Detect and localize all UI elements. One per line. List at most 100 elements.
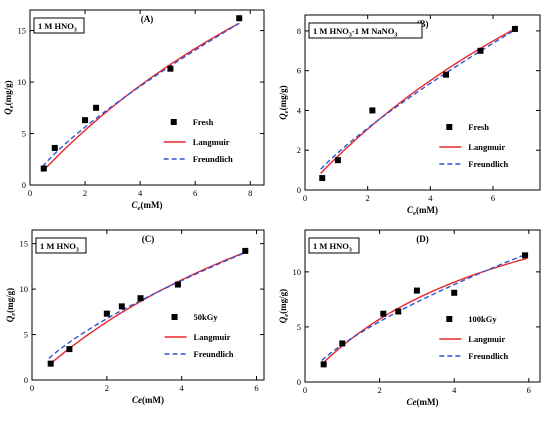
legend-label-points: 100kGy	[468, 314, 497, 324]
legend-label-points: 50kGy	[194, 312, 219, 322]
legend-d: 100kGy Langmuir Freundlich	[439, 314, 509, 361]
legend-label-langmuir: Langmuir	[193, 137, 230, 147]
x-tick-label: 2	[366, 193, 370, 203]
condition-box	[308, 22, 423, 39]
x-tick-label: 4	[180, 383, 185, 393]
legend-label-langmuir: Langmuir	[468, 142, 505, 152]
condition-text: 1 M HNO3	[40, 241, 79, 254]
x-tick-label: 0	[28, 188, 32, 198]
y-axis-label-d: Qe(mg/g)	[278, 289, 290, 323]
langmuir-curve-b	[320, 28, 516, 174]
x-axis-label-b: Ce(mM)	[407, 205, 438, 217]
y-tick-label: 10	[293, 267, 302, 277]
data-point	[103, 310, 110, 317]
data-point	[66, 346, 73, 353]
y-tick-label: 0	[297, 185, 301, 195]
legend-label-langmuir: Langmuir	[468, 334, 505, 344]
legend-marker-points	[171, 314, 178, 320]
plot-frame-d	[304, 229, 541, 383]
condition-label-a: 1 M HNO3	[33, 17, 85, 34]
legend-label-langmuir: Langmuir	[194, 332, 231, 342]
condition-text: 1 M HNO3	[38, 21, 77, 34]
legend-marker-points	[446, 316, 453, 322]
y-tick-label: 10	[20, 284, 29, 294]
data-point	[477, 47, 484, 54]
y-tick-label: 15	[20, 239, 29, 249]
legend-a: Fresh Langmuir Freundlich	[163, 117, 233, 164]
data-point	[40, 165, 47, 172]
data-point	[511, 25, 518, 32]
condition-label-b: 1 M HNO3-1 M NaNO3	[308, 22, 423, 39]
data-point	[522, 252, 529, 259]
x-tick-label: 0	[303, 193, 307, 203]
data-point	[380, 310, 387, 317]
freundlich-curve-d	[321, 253, 528, 361]
y-tick-label: 5	[24, 330, 28, 340]
legend-label-points: Fresh	[193, 117, 214, 127]
x-tick-label: 2	[83, 188, 87, 198]
data-point	[242, 247, 249, 254]
panel-letter-a: (A)	[141, 14, 154, 24]
data-point	[395, 308, 402, 315]
y-tick-label: 8	[297, 26, 301, 36]
legend-marker-points	[170, 119, 177, 125]
condition-text: 1 M HNO3-1 M NaNO3	[313, 26, 397, 39]
y-axis-label-b: Qe(mg/g)	[278, 85, 290, 119]
y-axis-label-c: Qe(mg/g)	[5, 288, 17, 322]
data-point	[320, 361, 327, 368]
panel-d: 0 2 4 6 0 5 10 (D) 1 M HNO3 Ce(mM) Qe(mg/g) 100kGy L…	[278, 229, 541, 407]
y-tick-label: 15	[18, 26, 27, 36]
langmuir-curve-d	[321, 257, 528, 365]
x-tick-label: 6	[193, 188, 197, 198]
data-point	[137, 295, 144, 302]
x-tick-label: 4	[428, 193, 433, 203]
panel-letter-c: (C)	[142, 234, 155, 244]
data-point	[319, 175, 326, 182]
x-tick-label: 4	[452, 385, 457, 395]
data-point	[334, 157, 341, 164]
condition-box	[35, 237, 87, 254]
y-tick-label: 2	[297, 145, 301, 155]
y-tick-label: 0	[297, 377, 301, 387]
y-tick-label: 5	[22, 129, 26, 139]
data-point	[369, 107, 376, 114]
data-point	[443, 71, 449, 78]
data-point	[82, 117, 89, 124]
x-axis-label-c: Ce(mM)	[132, 395, 164, 405]
legend-c: 50kGy Langmuir Freundlich	[164, 312, 234, 359]
x-tick-label: 2	[105, 383, 109, 393]
data-point	[51, 144, 58, 151]
x-tick-label: 4	[138, 188, 143, 198]
legend-label-freundlich: Freundlich	[193, 154, 233, 164]
condition-box	[33, 17, 85, 34]
data-point	[174, 281, 181, 288]
data-point	[413, 287, 420, 294]
legend-marker-points	[446, 124, 453, 130]
condition-text: 1 M HNO3	[313, 241, 352, 254]
data-point	[47, 360, 54, 367]
legend-label-freundlich: Freundlich	[468, 351, 508, 361]
legend-label-freundlich: Freundlich	[468, 159, 508, 169]
x-tick-label: 0	[30, 383, 34, 393]
x-tick-label: 6	[254, 383, 258, 393]
x-tick-label: 6	[527, 385, 531, 395]
plot-frame-b	[304, 14, 541, 191]
legend-label-points: Fresh	[468, 122, 489, 132]
x-axis-label-d: Ce(mM)	[407, 397, 439, 407]
legend-b: Fresh Langmuir Freundlich	[439, 122, 509, 169]
x-tick-label: 6	[491, 193, 495, 203]
data-point	[236, 15, 243, 22]
x-tick-label: 8	[248, 188, 252, 198]
plot-frame-a	[29, 9, 265, 186]
condition-label-d: 1 M HNO3	[308, 237, 360, 254]
data-point	[451, 289, 458, 296]
condition-label-c: 1 M HNO3	[35, 237, 87, 254]
condition-box	[308, 237, 360, 254]
langmuir-curve-a	[41, 22, 240, 173]
panel-letter-d: (D)	[416, 234, 429, 244]
y-tick-label: 0	[22, 180, 26, 190]
panel-a: 0 2 4 6 8 0 5 10 15 (A) 1 M HNO3 Ce(mM) Qe(mg/g) Fres…	[3, 9, 265, 212]
y-tick-label: 5	[297, 322, 301, 332]
